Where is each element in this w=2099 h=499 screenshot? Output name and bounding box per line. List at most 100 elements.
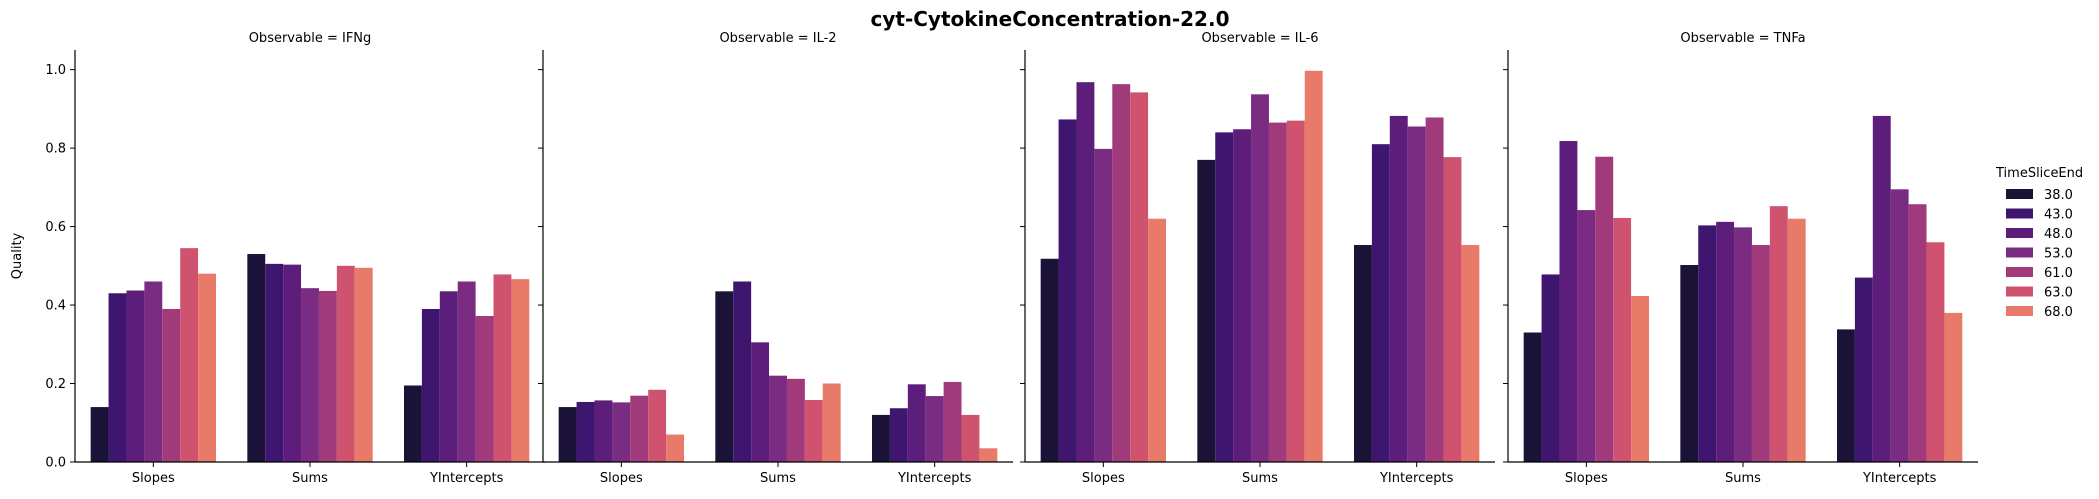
legend-label: 68.0: [2044, 305, 2073, 320]
legend-swatch: [2006, 306, 2033, 316]
y-tick-label: 0.6: [45, 220, 66, 235]
bar: [733, 281, 752, 462]
bar: [1787, 218, 1806, 462]
bar: [1076, 82, 1095, 463]
x-tick-label: Sums: [1725, 471, 1761, 486]
x-tick-label: Slopes: [132, 471, 175, 486]
x-tick-label: YIntercepts: [1379, 471, 1454, 486]
bar: [1197, 159, 1216, 462]
y-tick-label: 0.0: [45, 456, 66, 471]
bar: [126, 290, 145, 462]
bar: [1908, 204, 1927, 462]
legend-swatch: [2006, 208, 2033, 219]
bar: [1215, 132, 1234, 462]
panel-title: Observable = TNFa: [1680, 31, 1805, 46]
bar: [1680, 265, 1699, 462]
bar: [1631, 296, 1649, 462]
legend-title: TimeSliceEnd: [1995, 166, 2083, 181]
legend-label: 61.0: [2044, 266, 2073, 281]
legend-swatch: [2006, 228, 2033, 238]
bar: [1926, 242, 1945, 462]
panel-4: Observable = TNFa Slopes Sums YIntercepts: [1503, 31, 1978, 486]
bar: [612, 402, 631, 462]
bar: [1425, 117, 1444, 463]
legend-label: 43.0: [2044, 208, 2073, 223]
bar: [493, 274, 512, 462]
bar: [822, 383, 841, 462]
bar: [511, 279, 530, 462]
bar: [198, 273, 216, 462]
bar: [1112, 84, 1131, 462]
bar: [1541, 274, 1560, 462]
bar: [786, 378, 805, 462]
bar: [1769, 206, 1788, 462]
bar: [1058, 119, 1077, 462]
bar: [457, 281, 476, 462]
bar: [1094, 148, 1113, 462]
y-tick-label: 0.8: [45, 142, 66, 157]
bar: [1354, 245, 1372, 462]
legend-label: 63.0: [2044, 286, 2073, 301]
bar: [1443, 157, 1462, 462]
bar: [715, 291, 734, 462]
chart-panels: Observable = IFNg Slopes Sums YIntercepts 0.…: [10, 31, 1978, 486]
bar: [1130, 92, 1149, 462]
legend-label: 53.0: [2044, 247, 2073, 262]
y-tick-label: 1.0: [45, 63, 66, 78]
x-tick-label: Sums: [760, 471, 796, 486]
figure-title: cyt-CytokineConcentration-22.0: [870, 7, 1229, 31]
y-axis-label: Quality: [10, 232, 25, 279]
bar: [751, 342, 770, 462]
bar: [318, 290, 337, 462]
bar: [1854, 277, 1873, 462]
x-tick-label: Sums: [1242, 471, 1278, 486]
bar: [666, 434, 684, 462]
legend-label: 48.0: [2044, 227, 2073, 242]
x-tick-label: Slopes: [1082, 471, 1125, 486]
bar: [1461, 245, 1480, 462]
bar: [1559, 141, 1578, 462]
bar: [404, 385, 422, 462]
bar: [439, 291, 458, 462]
bar: [1304, 70, 1323, 463]
bar: [354, 267, 373, 462]
bar: [162, 308, 181, 462]
y-tick-label: 0.4: [45, 299, 66, 314]
bar: [1407, 126, 1426, 462]
bar: [108, 293, 127, 462]
panel-title: Observable = IL-6: [1201, 31, 1318, 46]
bar: [594, 400, 613, 462]
bar: [648, 389, 667, 462]
panel-1: Observable = IFNg Slopes Sums YIntercepts 0.…: [10, 31, 545, 486]
bar: [283, 264, 302, 462]
legend-swatch: [2006, 267, 2033, 277]
bar: [1872, 115, 1891, 463]
bar: [1286, 120, 1305, 462]
bar: [1251, 94, 1269, 462]
bar: [1890, 189, 1909, 463]
x-tick-label: Slopes: [600, 471, 643, 486]
bar: [769, 375, 787, 462]
x-tick-label: YIntercepts: [897, 471, 972, 486]
bar: [1698, 225, 1717, 462]
bar: [180, 248, 199, 462]
legend-label: 38.0: [2044, 188, 2073, 203]
panel-title: Observable = IFNg: [249, 31, 372, 46]
legend: TimeSliceEnd 38.0 43.0 48.0 53.0 61.0 63.0 68.0: [1995, 166, 2083, 320]
bar: [1577, 210, 1596, 462]
bar: [1595, 156, 1614, 463]
bar: [1371, 144, 1390, 463]
bar: [301, 288, 319, 462]
panel-2: Observable = IL-2 Slopes Sums YIntercepts: [538, 31, 1013, 486]
bar: [90, 407, 109, 462]
bar: [907, 384, 926, 462]
bar: [961, 414, 980, 462]
bar: [1389, 115, 1408, 463]
bar: [421, 308, 440, 462]
bar: [1751, 245, 1770, 462]
bar: [1233, 129, 1252, 462]
bar: [925, 396, 944, 462]
bar: [1716, 221, 1735, 462]
